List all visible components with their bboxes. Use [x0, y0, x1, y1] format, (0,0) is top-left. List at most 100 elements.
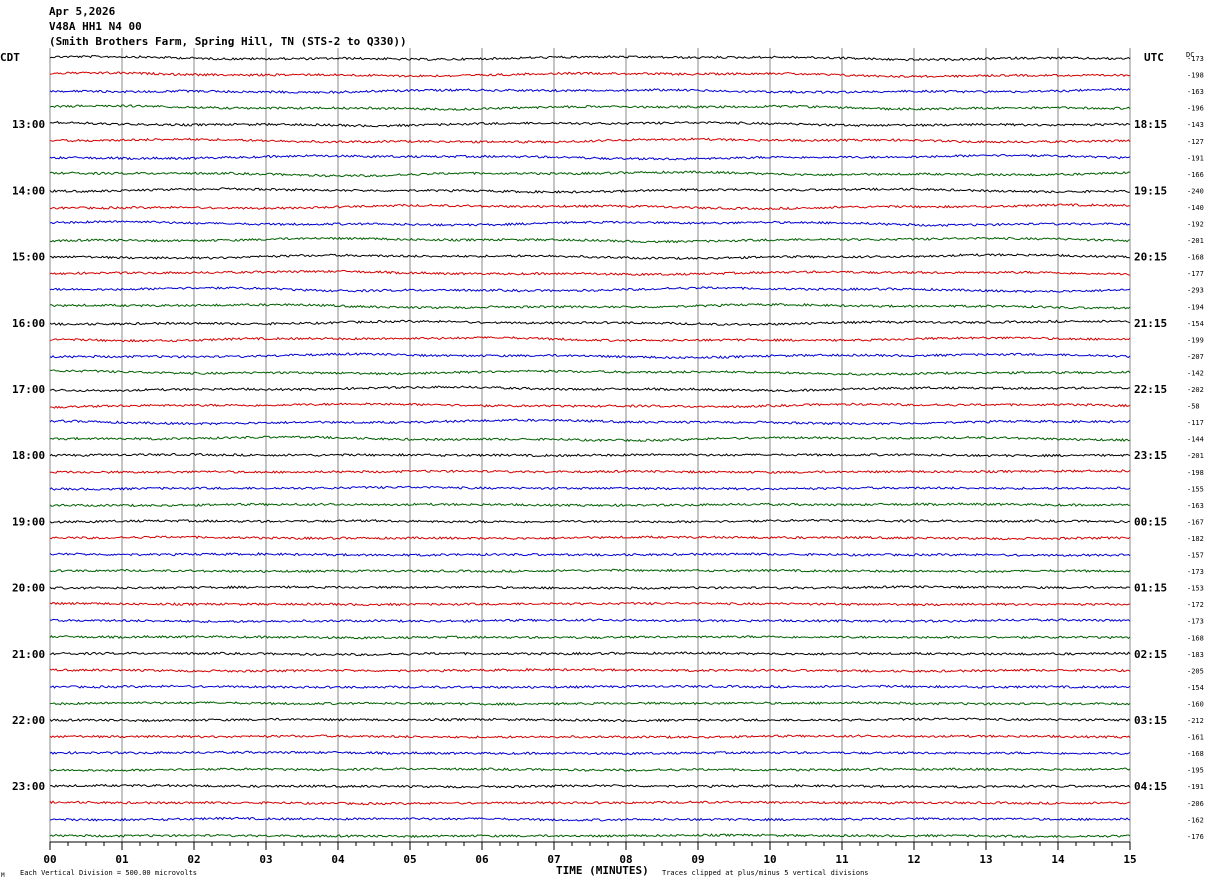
trace-line [49, 519, 1130, 524]
seismic-traces [49, 54, 1131, 839]
trace-line [49, 783, 1131, 789]
trace-line [49, 302, 1131, 310]
dc-offset-label: -201 [1187, 237, 1204, 245]
utc-hour-label: 21:15 [1134, 317, 1167, 330]
dc-offset-label: -177 [1187, 270, 1204, 278]
x-tick-label: 03 [259, 853, 272, 866]
dc-offset-label: -195 [1187, 767, 1204, 775]
trace-line [49, 816, 1131, 822]
x-tick-label: 06 [475, 853, 489, 866]
dc-offset-label: -191 [1187, 154, 1204, 162]
trace-line [49, 469, 1131, 474]
cdt-hour-label: 15:00 [12, 251, 45, 264]
utc-hour-label: 03:15 [1134, 714, 1167, 727]
dc-offset-label: -163 [1187, 502, 1204, 510]
trace-line [49, 137, 1131, 144]
trace-line [49, 667, 1131, 673]
dc-offset-label: -168 [1187, 634, 1204, 642]
trace-line [49, 750, 1131, 756]
x-tick-label: 15 [1123, 853, 1136, 866]
right-axis-title: UTC [1144, 51, 1164, 64]
trace-line [49, 71, 1131, 79]
dc-offset-label: -127 [1187, 138, 1204, 146]
cdt-hour-label: 19:00 [12, 515, 45, 528]
cdt-hour-label: 16:00 [12, 317, 45, 330]
cdt-hour-label: 22:00 [12, 714, 45, 727]
trace-line [49, 236, 1131, 244]
utc-hour-label: 01:15 [1134, 582, 1167, 595]
scale-note: Each Vertical Division = 500.00 microvol… [20, 869, 197, 877]
trace-line [49, 253, 1131, 260]
dc-offset-label: -167 [1187, 518, 1204, 526]
x-tick-label: 08 [619, 853, 632, 866]
dc-offset-label: -143 [1187, 121, 1204, 129]
trace-line [49, 452, 1131, 458]
trace-line [49, 120, 1131, 128]
utc-hour-label: 02:15 [1134, 648, 1167, 661]
dc-offset-label: -117 [1187, 419, 1204, 427]
x-tick-label: 00 [43, 853, 56, 866]
cdt-hour-label: 13:00 [12, 118, 45, 131]
dc-offset-label: -160 [1187, 701, 1204, 709]
dc-offset-label: -172 [1187, 601, 1204, 609]
dc-offset-label: -196 [1187, 105, 1204, 113]
dc-offset-label: -166 [1187, 171, 1204, 179]
trace-line [49, 552, 1131, 557]
cdt-hour-label: 20:00 [12, 582, 45, 595]
trace-line [49, 618, 1131, 623]
dc-offset-label: -163 [1187, 88, 1204, 96]
dc-offset-label: -168 [1187, 254, 1204, 262]
utc-hour-label: 22:15 [1134, 383, 1167, 396]
trace-line [49, 701, 1131, 707]
trace-line [49, 87, 1131, 95]
x-tick-label: 12 [907, 853, 920, 866]
dc-offset-label: -191 [1187, 783, 1204, 791]
utc-hour-label: 00:15 [1134, 515, 1167, 528]
minute-gridlines [49, 48, 1131, 842]
dc-offset-label: -140 [1187, 204, 1204, 212]
dc-offset-label: -202 [1187, 386, 1204, 394]
cdt-hour-label: 17:00 [12, 383, 45, 396]
x-tick-label: 02 [187, 853, 200, 866]
utc-hour-label: 04:15 [1134, 780, 1167, 793]
dc-offset-label: -201 [1187, 452, 1204, 460]
dc-offset-label: -173 [1187, 568, 1204, 576]
trace-line [49, 601, 1131, 607]
plot-date: Apr 5,2026 [49, 5, 116, 18]
dc-offset-label: -206 [1187, 800, 1204, 808]
dc-offset-label: -168 [1187, 750, 1204, 758]
dc-offset-label: -183 [1187, 651, 1204, 659]
trace-line [49, 402, 1131, 409]
trace-line [49, 203, 1131, 211]
x-axis-label: TIME (MINUTES) [556, 864, 649, 877]
trace-line [49, 54, 1131, 62]
trace-line [49, 170, 1131, 178]
trace-line [49, 418, 1131, 426]
trace-line [49, 568, 1131, 574]
x-tick-label: 11 [835, 853, 849, 866]
dc-offset-label: -198 [1187, 72, 1204, 80]
trace-line [49, 220, 1131, 227]
corner-mark: M [1, 872, 5, 879]
trace-line [49, 800, 1131, 806]
trace-labels: CDT UTC DC TIME (MINUTES) Each Vertical … [0, 51, 1204, 879]
time-axis: 00 01 02 03 04 05 06 07 08 09 10 11 12 13 14 15 [43, 841, 1137, 866]
x-tick-label: 07 [547, 853, 560, 866]
left-axis-title: CDT [0, 51, 20, 64]
site-description: (Smith Brothers Farm, Spring Hill, TN (S… [49, 35, 407, 48]
cdt-hour-label: 21:00 [12, 648, 45, 661]
dc-column-title: DC [1186, 51, 1194, 59]
trace-line [49, 153, 1131, 161]
dc-offset-label: -155 [1187, 485, 1204, 493]
dc-offset-label: -157 [1187, 552, 1204, 560]
x-tick-label: 09 [691, 853, 704, 866]
x-tick-label: 13 [979, 853, 992, 866]
trace-line [49, 535, 1131, 541]
utc-hour-label: 19:15 [1134, 184, 1167, 197]
dc-offset-label: -182 [1187, 535, 1204, 543]
trace-line [49, 585, 1131, 590]
trace-line [49, 651, 1131, 657]
cdt-hour-label: 14:00 [12, 184, 45, 197]
trace-line [49, 352, 1131, 360]
